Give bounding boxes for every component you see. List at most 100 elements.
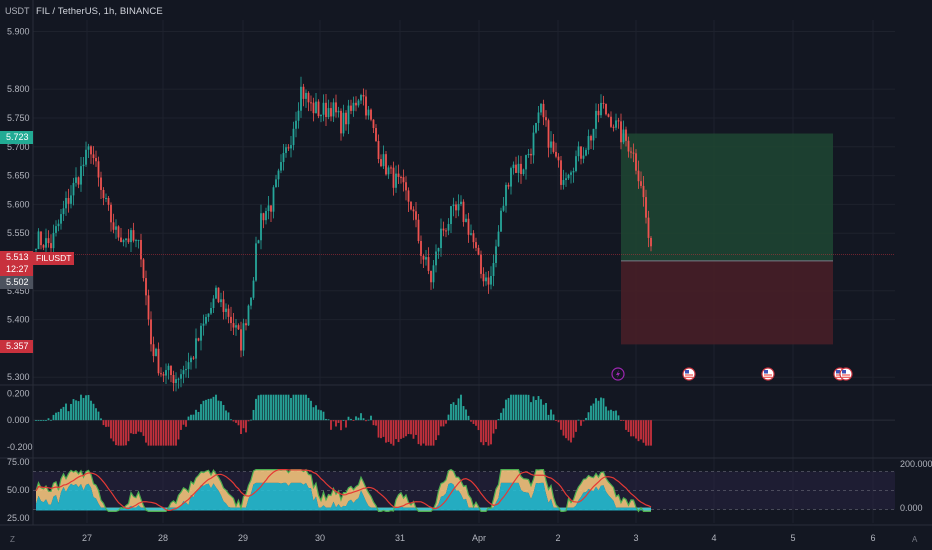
currency-label: USDT [5,6,30,16]
macd-bar [392,420,395,446]
candle-body [165,370,167,376]
macd-bar [385,420,387,443]
macd-bar [222,404,225,421]
candle-body [267,205,270,212]
candle-body [490,276,492,285]
time-tick-label: 27 [82,533,92,543]
macd-bar [600,397,602,421]
candle-body [102,189,105,199]
time-tick-label: 3 [633,533,638,543]
candle-body [445,230,447,232]
zoom-button[interactable]: Z [10,535,15,544]
candle-body [430,270,432,283]
macd-bar [345,420,347,428]
price-tick-label: 5.800 [7,84,30,94]
candle-body [132,230,135,241]
candle-body [70,195,72,204]
candle-body [385,154,387,175]
candle-body [305,92,307,99]
macd-bar [282,394,285,421]
macd-bar [562,420,565,436]
macd-bar [430,420,432,446]
candle-body [410,201,412,210]
candle-body [382,154,385,167]
macd-bar [182,420,185,425]
us-flag-icon[interactable] [839,367,853,381]
macd-bar [290,397,292,421]
macd-bar [120,420,122,446]
candle-body [542,103,545,118]
macd-bar [592,403,595,421]
risk-reward-tool[interactable] [621,133,833,345]
macd-bar [570,420,572,443]
macd-bar [612,411,615,421]
us-flag-icon[interactable] [682,367,696,381]
candle-body [82,164,85,167]
candle-body [532,132,535,156]
candle-body [285,147,287,153]
macd-bar [107,420,110,427]
price-tick-label: 5.300 [7,372,30,382]
candle-body [207,313,210,317]
candle-body [232,323,235,328]
us-flag-icon-canton [764,370,768,374]
macd-bar [265,394,267,421]
time-tick-label: 2 [555,533,560,543]
macd-bar [350,418,352,421]
price-tick-label: 5.600 [7,199,30,209]
oscillator-signal-line [35,469,652,512]
macd-bar [557,420,560,423]
macd-bar [75,400,77,421]
macd-bar [552,414,555,421]
macd-bar [532,396,535,421]
macd-bar [522,394,525,421]
candle-body [360,95,362,101]
macd-bar [65,403,67,421]
macd-bar [87,394,90,421]
macd-bar [505,399,507,421]
macd-bar [575,420,577,432]
candle-body [265,211,267,221]
macd-bar [332,420,335,422]
macd-bar [440,420,442,427]
event-markers[interactable] [611,367,853,381]
macd-bar [47,418,50,421]
macd-bar [382,420,385,437]
macd-bar [62,406,65,421]
candle-body [77,177,80,185]
candle-body [152,344,155,357]
candle-body [552,141,555,152]
macd-bar [172,420,175,446]
flash-icon[interactable] [611,367,625,381]
macd-bar [252,409,255,421]
price-tick-label: 5.550 [7,228,30,238]
candle-body [55,226,57,233]
candle-body [262,213,265,221]
candle-body [357,100,360,106]
macd-bar [422,420,425,444]
macd-bar [232,420,235,422]
countdown-tag: 12:27 [0,263,33,276]
us-flag-icon[interactable] [761,367,775,381]
candle-body [120,237,122,243]
candle-body [57,223,60,227]
candle-body [42,245,45,248]
price-tick-label: 5.700 [7,142,30,152]
time-tick-label: 28 [158,533,168,543]
macd-bar [307,397,310,421]
candle-body [510,168,512,187]
macd-bar [137,420,140,432]
macd-bar [297,394,300,421]
candle-body [557,156,560,161]
macd-bar [622,420,625,421]
candle-body [220,299,222,303]
macd-bar [497,419,500,421]
macd-bar [580,420,582,426]
candle-body [202,323,205,326]
candle-body [237,325,240,330]
oscillator-line-green [35,468,651,513]
candle-body [115,226,117,230]
candle-body [225,308,227,312]
auto-scale-button[interactable]: A [912,535,918,544]
